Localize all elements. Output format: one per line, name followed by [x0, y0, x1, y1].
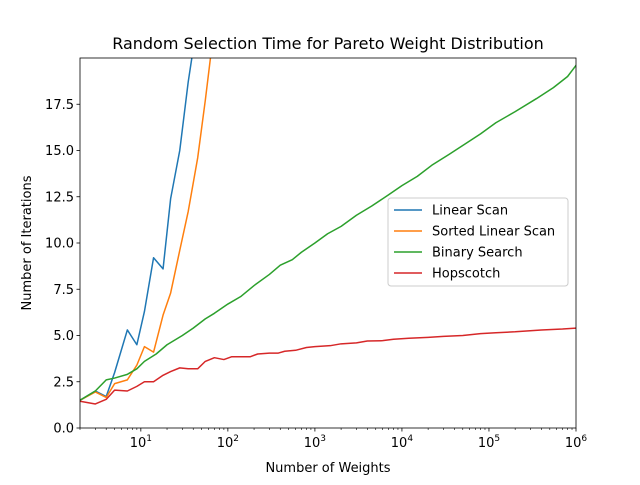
- y-tick-label: 5.0: [53, 329, 74, 344]
- plot-frame: [79, 57, 577, 429]
- legend-entries: Linear Scan Sorted Linear Scan Binary Sear…: [394, 204, 555, 282]
- legend-label-hopscotch: Hopscotch: [432, 267, 500, 282]
- x-tick-label: 101: [130, 434, 152, 451]
- y-tick-label: 10.0: [45, 237, 74, 252]
- y-tick-label: 12.5: [45, 190, 74, 205]
- y-axis-ticks: 0.0 2.5 5.0 7.5 10.0 12.5 15.0 17.5: [45, 98, 80, 437]
- legend-label-sorted-linear-scan: Sorted Linear Scan: [432, 225, 555, 240]
- chart-title: Random Selection Time for Pareto Weight …: [112, 34, 544, 53]
- series-line-binary-search: [80, 64, 576, 402]
- series-layer: [80, 58, 576, 405]
- y-tick-label: 7.5: [53, 283, 74, 298]
- x-tick-label: 103: [304, 434, 326, 451]
- legend-label-binary-search: Binary Search: [432, 246, 523, 261]
- x-axis-label: Number of Weights: [265, 461, 390, 476]
- legend-label-linear-scan: Linear Scan: [432, 204, 508, 219]
- legend-box: [387, 197, 569, 287]
- y-tick-label: 17.5: [45, 98, 74, 113]
- legend: Linear Scan Sorted Linear Scan Binary Sear…: [387, 197, 569, 287]
- y-axis-label: Number of Iterations: [20, 175, 35, 310]
- x-tick-label: 105: [478, 434, 500, 451]
- y-tick-label: 0.0: [53, 422, 74, 437]
- series-line-hopscotch: [80, 327, 576, 405]
- y-tick-label: 15.0: [45, 144, 74, 159]
- x-tick-label: 104: [391, 434, 414, 451]
- x-axis-ticks: 101 102 103 104 105 106: [130, 428, 588, 451]
- x-tick-label: 102: [217, 434, 239, 451]
- x-tick-label: 106: [565, 434, 588, 451]
- series-line-sorted-linear-scan: [80, 58, 212, 402]
- y-tick-label: 2.5: [53, 375, 74, 390]
